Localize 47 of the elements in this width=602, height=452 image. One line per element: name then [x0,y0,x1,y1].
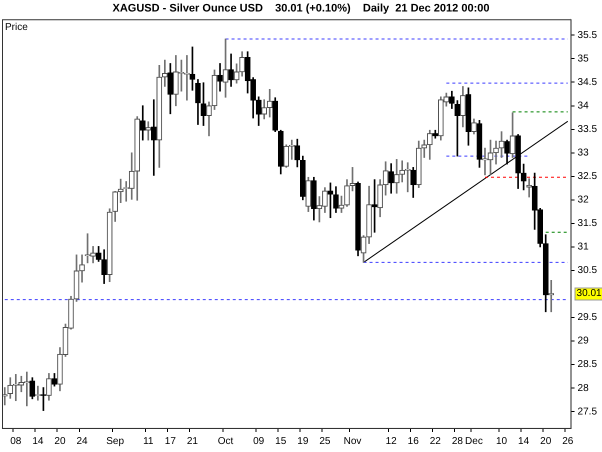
y-tick-label: 27.5 [578,406,598,418]
y-axis-title: Price [5,22,28,33]
x-tick-label: 10 [496,436,508,447]
x-tick-label: 19 [297,436,309,447]
x-tick-label: 25 [319,436,331,447]
x-tick-label: 17 [164,436,176,447]
x-tick-label: Dec [465,436,483,447]
x-tick-label: 20 [540,436,552,447]
y-tick-label: 31.5 [578,218,598,230]
x-tick-label: 24 [76,436,88,447]
y-tick-label: 29 [578,336,590,347]
y-tick-label: 33.5 [578,124,598,136]
candlestick [190,46,196,91]
y-tick-label: 35.5 [578,30,598,41]
y-tick-label: 31 [578,242,590,253]
y-tick-label: 34 [578,100,590,112]
y-tick-label: 35 [578,53,590,64]
x-tick-label: 16 [408,436,420,447]
x-tick-label: 09 [253,436,265,447]
y-tick-label: 29.5 [578,312,598,324]
chart-title: XAGUSD - Silver Ounce USD 30.01 (+0.10%) Daily 21 Dec 2012 00:00 [112,2,490,15]
x-tick-label: 12 [386,436,398,447]
y-tick-label: 28.5 [578,359,598,370]
x-tick-label: 28 [452,436,464,447]
x-tick-label: 26 [562,436,574,447]
x-tick-label: 11 [143,436,154,447]
y-tick-label: 32 [578,194,590,206]
y-tick-label: 28 [578,382,590,394]
y-tick-label: 32.5 [578,171,598,182]
y-tick-label: 30.5 [578,265,598,276]
x-tick-label: 20 [54,436,66,447]
x-tick-label: 14 [518,436,530,447]
x-tick-label: Oct [218,436,234,447]
x-tick-label: 15 [275,436,287,447]
x-tick-label: 14 [32,436,44,447]
x-tick-label: 21 [186,436,198,447]
x-tick-label: Sep [106,436,124,447]
candlestick [338,196,344,213]
y-tick-label: 33 [578,148,590,159]
candlestick [217,63,223,92]
x-tick-label: 22 [430,436,442,447]
text: 30.01 [576,288,602,300]
y-tick-label: 34.5 [578,76,598,88]
x-tick-label: 08 [10,436,22,447]
candlestick [328,182,334,218]
x-tick-label: Nov [344,436,362,447]
candlestick [222,38,228,98]
